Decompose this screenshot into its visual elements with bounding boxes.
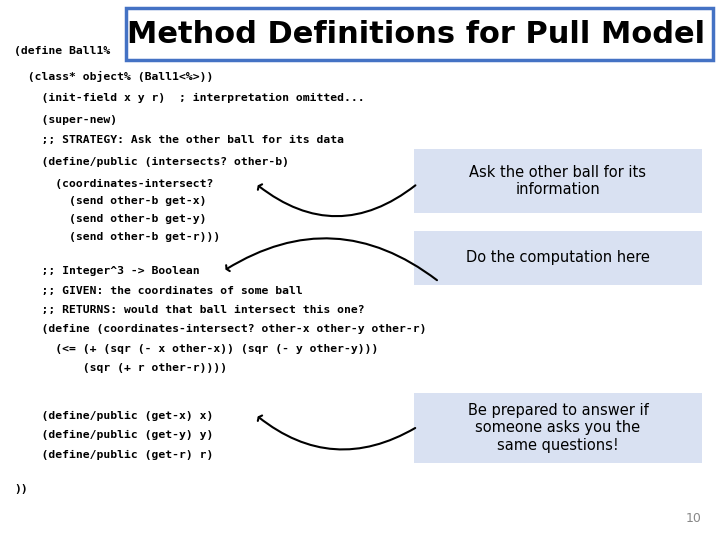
Text: (send other-b get-x): (send other-b get-x) [14,197,207,206]
Text: Do the computation here: Do the computation here [466,250,650,265]
Text: (send other-b get-y): (send other-b get-y) [14,214,207,224]
Text: (class* object% (Ball1<%>)): (class* object% (Ball1<%>)) [14,71,214,82]
Text: (define (coordinates-intersect? other-x other-y other-r): (define (coordinates-intersect? other-x … [14,325,427,334]
Text: Method Definitions for Pull Model: Method Definitions for Pull Model [127,19,705,49]
Text: (send other-b get-r))): (send other-b get-r))) [14,232,220,242]
Text: ;; STRATEGY: Ask the other ball for its data: ;; STRATEGY: Ask the other ball for its … [14,136,344,145]
Text: Be prepared to answer if
someone asks you the
same questions!: Be prepared to answer if someone asks yo… [467,403,649,453]
Text: (init-field x y r)  ; interpretation omitted...: (init-field x y r) ; interpretation omit… [14,93,365,103]
Text: ;; Integer^3 -> Boolean: ;; Integer^3 -> Boolean [14,266,200,276]
Text: (define/public (get-r) r): (define/public (get-r) r) [14,450,214,460]
Text: (define/public (get-x) x): (define/public (get-x) x) [14,411,214,421]
Text: ;; GIVEN: the coordinates of some ball: ;; GIVEN: the coordinates of some ball [14,286,303,295]
Text: (super-new): (super-new) [14,115,117,125]
Text: (define/public (get-y) y): (define/public (get-y) y) [14,430,214,440]
Text: Ask the other ball for its
information: Ask the other ball for its information [469,165,647,197]
Text: (<= (+ (sqr (- x other-x)) (sqr (- y other-y))): (<= (+ (sqr (- x other-x)) (sqr (- y oth… [14,344,379,354]
FancyBboxPatch shape [414,231,702,285]
FancyBboxPatch shape [414,393,702,463]
Text: 10: 10 [686,512,702,525]
Text: (define Ball1%: (define Ball1% [14,46,111,56]
FancyBboxPatch shape [126,8,713,60]
Text: )): )) [14,484,28,494]
Text: (coordinates-intersect?: (coordinates-intersect? [14,179,214,188]
Text: (sqr (+ r other-r)))): (sqr (+ r other-r)))) [14,363,228,373]
FancyBboxPatch shape [414,148,702,213]
Text: (define/public (intersects? other-b): (define/public (intersects? other-b) [14,157,289,167]
Text: ;; RETURNS: would that ball intersect this one?: ;; RETURNS: would that ball intersect th… [14,305,365,315]
